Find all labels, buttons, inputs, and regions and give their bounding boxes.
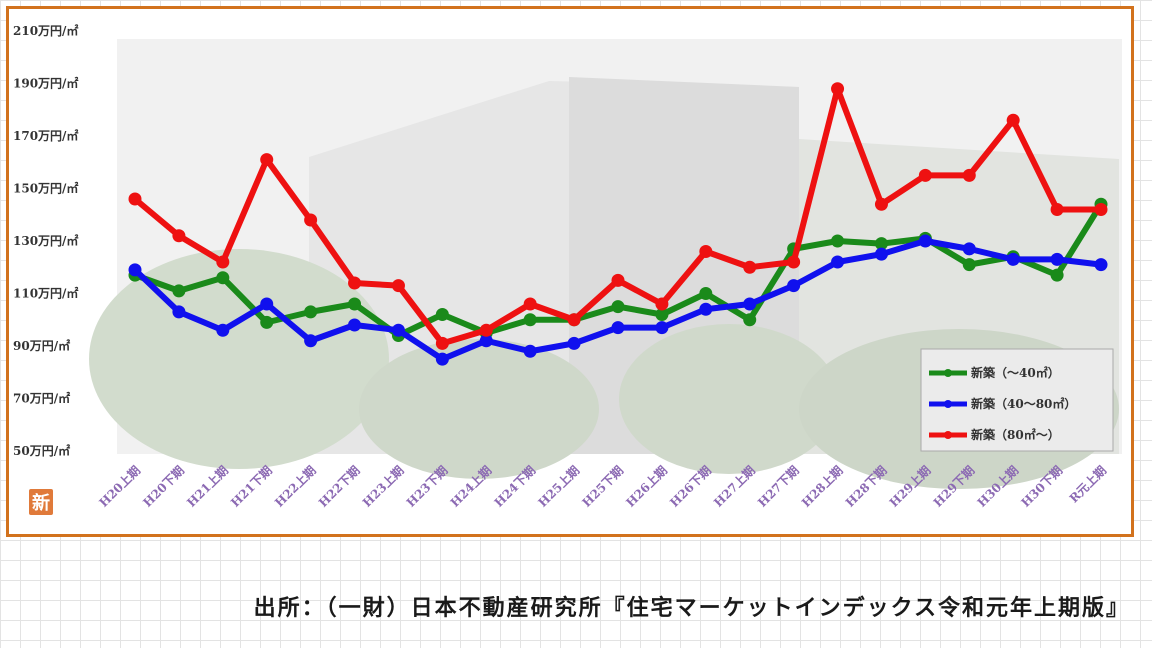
data-point bbox=[655, 308, 669, 321]
data-point bbox=[172, 229, 186, 243]
data-point bbox=[435, 308, 449, 321]
data-point bbox=[787, 279, 801, 293]
data-point bbox=[260, 297, 274, 311]
data-point bbox=[348, 318, 362, 332]
x-tick-label: H26上期 bbox=[623, 463, 670, 510]
y-tick-label: 150万円/㎡ bbox=[13, 181, 78, 196]
data-point bbox=[874, 237, 888, 251]
data-point bbox=[699, 287, 713, 300]
data-point bbox=[962, 242, 976, 256]
data-point bbox=[831, 234, 845, 248]
y-tick-label: 110万円/㎡ bbox=[13, 286, 78, 301]
data-point bbox=[1094, 258, 1108, 272]
data-point bbox=[831, 82, 845, 96]
data-point bbox=[216, 323, 230, 337]
x-tick-label: H23上期 bbox=[359, 463, 406, 510]
data-point bbox=[348, 297, 362, 311]
logo-badge: 新 bbox=[29, 489, 53, 515]
legend: 新築（～40㎡） 新築（40～80㎡） 新築（80㎡～） bbox=[920, 348, 1114, 452]
data-point bbox=[787, 255, 801, 269]
logo-text: 新 bbox=[32, 493, 50, 514]
data-point bbox=[1050, 268, 1064, 282]
data-point bbox=[962, 258, 976, 272]
data-point bbox=[699, 302, 713, 316]
y-tick-label: 50万円/㎡ bbox=[13, 443, 70, 458]
legend-marker bbox=[944, 369, 952, 377]
data-point bbox=[1050, 203, 1064, 216]
data-point bbox=[304, 305, 318, 319]
y-tick-label: 90万円/㎡ bbox=[13, 338, 70, 353]
x-tick-label: H20下期 bbox=[140, 463, 187, 510]
data-point bbox=[611, 273, 625, 287]
data-point bbox=[435, 352, 449, 366]
data-point bbox=[655, 321, 669, 335]
legend-label: 新築（80㎡～） bbox=[971, 427, 1060, 442]
data-point bbox=[874, 197, 888, 211]
data-point bbox=[304, 213, 318, 227]
x-tick-label: H20上期 bbox=[96, 463, 143, 510]
legend-label: 新築（40～80㎡） bbox=[971, 396, 1076, 411]
legend-label: 新築（～40㎡） bbox=[971, 365, 1060, 380]
data-point bbox=[874, 247, 888, 261]
data-point bbox=[743, 260, 757, 274]
data-point bbox=[699, 245, 713, 258]
data-point bbox=[1094, 203, 1108, 216]
data-point bbox=[831, 255, 845, 269]
data-point bbox=[391, 323, 405, 337]
data-point bbox=[743, 297, 757, 311]
data-point bbox=[567, 313, 581, 327]
data-point bbox=[567, 336, 581, 350]
series-2 bbox=[128, 234, 1108, 366]
legend-marker bbox=[944, 431, 952, 439]
data-point bbox=[128, 263, 142, 277]
y-tick-label: 170万円/㎡ bbox=[13, 128, 78, 143]
y-tick-label: 210万円/㎡ bbox=[13, 23, 78, 38]
data-point bbox=[523, 313, 537, 327]
y-tick-label: 190万円/㎡ bbox=[13, 76, 78, 91]
x-tick-label: H28上期 bbox=[798, 463, 845, 510]
data-point bbox=[304, 334, 318, 348]
data-point bbox=[1006, 113, 1020, 127]
data-point bbox=[918, 234, 932, 248]
data-point bbox=[743, 313, 757, 327]
y-axis: 210万円/㎡ 190万円/㎡ 170万円/㎡ 150万円/㎡ 130万円/㎡ 110万円… bbox=[13, 23, 78, 458]
data-point bbox=[918, 168, 932, 182]
data-point bbox=[435, 336, 449, 350]
y-tick-label: 70万円/㎡ bbox=[13, 391, 70, 406]
data-point bbox=[260, 153, 274, 167]
data-point bbox=[1006, 252, 1020, 266]
data-point bbox=[216, 255, 230, 269]
data-point bbox=[655, 297, 669, 311]
source-caption: 出所：（一財）日本不動産研究所『住宅マーケットインデックス令和元年上期版』 bbox=[253, 595, 1130, 621]
data-point bbox=[962, 168, 976, 182]
y-tick-label: 130万円/㎡ bbox=[13, 233, 78, 248]
data-point bbox=[611, 300, 625, 314]
data-point bbox=[1050, 252, 1064, 266]
series-3 bbox=[128, 82, 1108, 350]
x-tick-label: H26下期 bbox=[667, 463, 714, 510]
x-tick-label: H22下期 bbox=[315, 463, 362, 510]
x-tick-label: H21下期 bbox=[227, 463, 274, 510]
data-point bbox=[172, 284, 186, 298]
series-layer bbox=[128, 82, 1108, 366]
data-point bbox=[479, 323, 493, 337]
x-tick-label: H25上期 bbox=[535, 463, 582, 510]
data-point bbox=[216, 271, 230, 285]
data-point bbox=[391, 279, 405, 293]
chart-frame: 210万円/㎡ 190万円/㎡ 170万円/㎡ 150万円/㎡ 130万円/㎡ 110万円… bbox=[6, 6, 1134, 537]
data-point bbox=[523, 344, 537, 358]
x-tick-label: H22上期 bbox=[271, 463, 318, 510]
data-point bbox=[611, 321, 625, 335]
x-tick-label: R元上期 bbox=[1066, 463, 1109, 506]
data-point bbox=[479, 334, 493, 348]
x-tick-label: H21上期 bbox=[184, 463, 231, 510]
x-tick-label: H25下期 bbox=[579, 463, 626, 510]
data-point bbox=[260, 315, 274, 329]
data-point bbox=[348, 276, 362, 290]
data-point bbox=[172, 305, 186, 319]
line-chart: 210万円/㎡ 190万円/㎡ 170万円/㎡ 150万円/㎡ 130万円/㎡ 110万円… bbox=[13, 23, 1122, 510]
data-point bbox=[128, 192, 142, 206]
data-point bbox=[523, 297, 537, 311]
legend-marker bbox=[944, 400, 952, 408]
